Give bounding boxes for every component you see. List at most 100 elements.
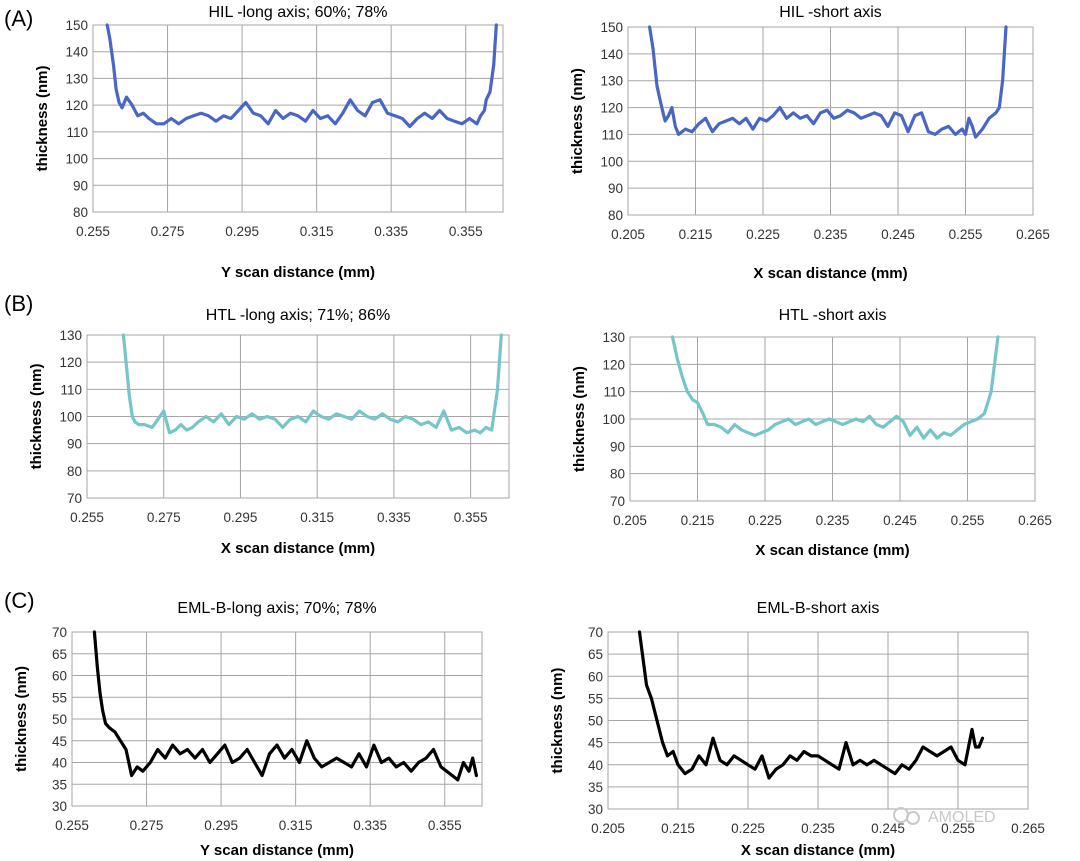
x-axis-title: Y scan distance (mm) bbox=[200, 842, 354, 859]
chart-title: EML-B-long axis; 70%; 78% bbox=[177, 600, 376, 617]
y-tick-label: 90 bbox=[73, 178, 88, 193]
y-tick-label: 110 bbox=[603, 385, 625, 400]
x-tick-label: 0.335 bbox=[377, 510, 411, 525]
y-tick-label: 55 bbox=[52, 690, 67, 705]
x-tick-label: 0.335 bbox=[353, 818, 387, 833]
y-tick-label: 35 bbox=[52, 777, 67, 792]
y-axis-title: thickness (nm) bbox=[13, 666, 30, 772]
x-tick-label: 0.265 bbox=[1018, 513, 1052, 528]
y-tick-label: 100 bbox=[65, 152, 88, 167]
x-axis-title: X scan distance (mm) bbox=[221, 540, 375, 557]
x-tick-label: 0.205 bbox=[611, 227, 645, 242]
chart-emlb-long-axis: 30 35 40 45 50 55 60 65 70 0.255 0.275 0.295 0.315 0.… bbox=[13, 600, 483, 859]
y-axis-title: thickness (nm) bbox=[571, 366, 588, 472]
y-tick-label: 90 bbox=[610, 439, 625, 454]
chart-title: HIL -short axis bbox=[779, 4, 882, 21]
y-tick-label: 110 bbox=[60, 382, 82, 397]
chart-title: HTL -short axis bbox=[779, 307, 887, 324]
x-tick-label: 0.255 bbox=[55, 818, 89, 833]
x-tick-label: 0.215 bbox=[681, 513, 715, 528]
x-axis-title: Y scan distance (mm) bbox=[221, 264, 375, 281]
y-tick-label: 35 bbox=[588, 780, 603, 795]
y-tick-label: 65 bbox=[588, 647, 603, 662]
x-tick-label: 0.295 bbox=[224, 510, 258, 525]
y-tick-label: 60 bbox=[588, 669, 603, 684]
y-tick-label: 80 bbox=[608, 208, 623, 223]
x-tick-label: 0.295 bbox=[204, 818, 238, 833]
y-tick-label: 130 bbox=[65, 71, 88, 86]
y-tick-label: 140 bbox=[65, 45, 88, 60]
series-line bbox=[670, 335, 1000, 440]
y-tick-label: 80 bbox=[610, 467, 625, 482]
y-tick-label: 120 bbox=[600, 101, 623, 116]
y-tick-label: 100 bbox=[59, 410, 82, 425]
watermark-icon bbox=[893, 807, 909, 823]
y-tick-label: 30 bbox=[588, 802, 603, 817]
panel-label-c: (C) bbox=[4, 588, 35, 613]
y-tick-label: 150 bbox=[600, 20, 623, 35]
chart-title: EML-B-short axis bbox=[757, 600, 880, 617]
x-tick-label: 0.315 bbox=[300, 224, 334, 239]
y-tick-label: 55 bbox=[588, 691, 603, 706]
plot-area bbox=[92, 24, 504, 213]
y-tick-label: 130 bbox=[600, 74, 623, 89]
chart-title: HIL -long axis; 60%; 78% bbox=[208, 4, 387, 21]
x-tick-label: 0.355 bbox=[428, 818, 462, 833]
x-tick-label: 0.295 bbox=[225, 224, 259, 239]
y-tick-label: 70 bbox=[588, 625, 603, 640]
plot-area bbox=[71, 631, 483, 807]
x-tick-label: 0.225 bbox=[746, 227, 780, 242]
chart-htl-short-axis: 70 80 90 100 110 120 130 0.205 0.215 0.225 0.235 0.… bbox=[571, 307, 1052, 559]
y-tick-label: 50 bbox=[52, 712, 67, 727]
y-tick-label: 90 bbox=[67, 437, 82, 452]
x-tick-label: 0.315 bbox=[279, 818, 313, 833]
y-tick-label: 150 bbox=[65, 18, 88, 33]
plot-area bbox=[629, 336, 1036, 502]
y-tick-label: 70 bbox=[67, 491, 82, 506]
y-tick-label: 50 bbox=[588, 714, 603, 729]
x-tick-label: 0.215 bbox=[679, 227, 713, 242]
y-tick-label: 60 bbox=[52, 669, 67, 684]
y-tick-label: 80 bbox=[67, 464, 82, 479]
x-tick-label: 0.255 bbox=[949, 227, 983, 242]
x-tick-label: 0.275 bbox=[130, 818, 164, 833]
y-tick-label: 120 bbox=[65, 98, 88, 113]
x-tick-label: 0.245 bbox=[871, 821, 905, 836]
watermark-text: AMOLED bbox=[928, 809, 996, 826]
y-tick-label: 100 bbox=[602, 412, 625, 427]
x-tick-label: 0.225 bbox=[731, 821, 765, 836]
x-tick-label: 0.235 bbox=[814, 227, 848, 242]
x-axis-title: X scan distance (mm) bbox=[753, 265, 907, 282]
series-line bbox=[647, 25, 1008, 139]
chart-hil-long-axis: 80 90 100 110 120 130 140 150 0.255 0.275 0.295 0.3… bbox=[34, 4, 504, 281]
x-tick-label: 0.255 bbox=[951, 513, 985, 528]
x-tick-label: 0.255 bbox=[70, 510, 104, 525]
x-tick-label: 0.265 bbox=[1016, 227, 1050, 242]
x-tick-label: 0.355 bbox=[454, 510, 488, 525]
x-tick-label: 0.275 bbox=[147, 510, 181, 525]
chart-htl-long-axis: 70 80 90 100 110 120 130 0.255 0.275 0.295 0.315 0.… bbox=[28, 307, 510, 557]
y-tick-label: 110 bbox=[66, 125, 88, 140]
y-tick-label: 40 bbox=[588, 758, 603, 773]
x-tick-label: 0.245 bbox=[883, 513, 917, 528]
series-line bbox=[637, 630, 985, 780]
panel-label-a: (A) bbox=[4, 6, 33, 31]
x-tick-label: 0.355 bbox=[449, 224, 483, 239]
x-tick-label: 0.205 bbox=[591, 821, 625, 836]
y-tick-label: 70 bbox=[52, 625, 67, 640]
y-axis-title: thickness (nm) bbox=[28, 364, 45, 470]
y-tick-label: 65 bbox=[52, 647, 67, 662]
x-tick-label: 0.235 bbox=[801, 821, 835, 836]
y-tick-label: 90 bbox=[608, 181, 623, 196]
chart-emlb-short-axis: 30 35 40 45 50 55 60 65 70 0.205 0.215 0.225 0.235 0.… bbox=[549, 600, 1045, 859]
y-tick-label: 110 bbox=[601, 127, 623, 142]
y-tick-label: 130 bbox=[59, 328, 82, 343]
x-tick-label: 0.225 bbox=[748, 513, 782, 528]
y-tick-label: 80 bbox=[73, 205, 88, 220]
chart-hil-short-axis: 80 90 100 110 120 130 140 150 0.205 0.215 0.225 0.2… bbox=[569, 4, 1050, 282]
y-tick-label: 120 bbox=[59, 355, 82, 370]
x-tick-label: 0.245 bbox=[881, 227, 915, 242]
x-axis-title: X scan distance (mm) bbox=[741, 842, 895, 859]
series-line bbox=[92, 630, 478, 782]
